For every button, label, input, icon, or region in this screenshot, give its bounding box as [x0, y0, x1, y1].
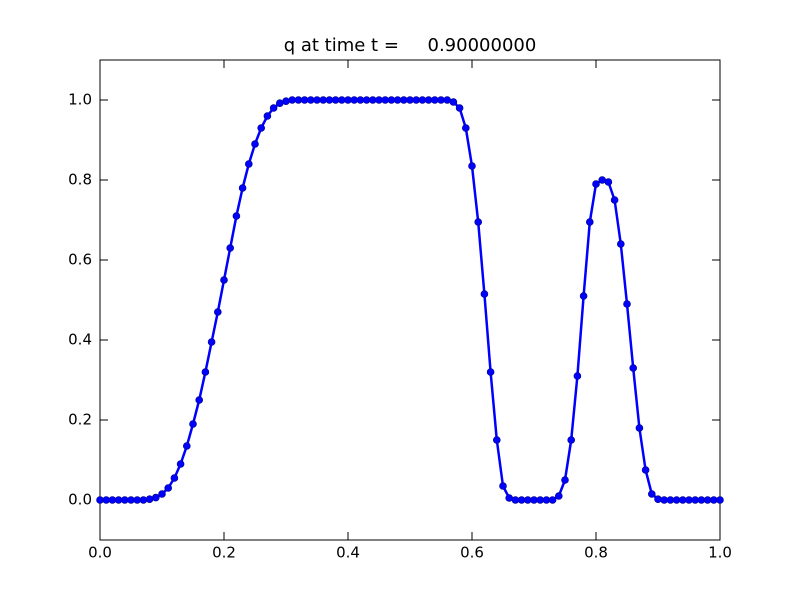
x-tick-label: 1.0: [708, 544, 732, 562]
data-point: [263, 112, 272, 120]
data-point: [282, 97, 290, 105]
data-point: [592, 180, 600, 188]
data-point: [232, 212, 241, 220]
data-point: [585, 218, 594, 226]
plot-frame: [99, 59, 721, 541]
data-point: [145, 495, 154, 504]
data-point: [152, 493, 160, 502]
data-point: [164, 484, 172, 492]
y-tick-label: 1.0: [68, 91, 92, 109]
data-point: [573, 372, 582, 380]
data-point: [257, 124, 266, 132]
data-point: [623, 300, 631, 308]
data-point: [195, 396, 203, 404]
data-point: [616, 240, 625, 248]
data-point: [492, 436, 501, 444]
x-tick-label: 0.2: [212, 544, 236, 562]
data-point: [567, 436, 576, 444]
data-point: [474, 218, 483, 226]
x-tick-label: 0.8: [584, 544, 608, 562]
data-point: [604, 178, 613, 186]
data-point: [486, 368, 495, 376]
data-point: [189, 420, 197, 428]
x-tick-label: 0.6: [460, 544, 484, 562]
data-point: [548, 496, 557, 504]
y-tick-label: 0.6: [68, 251, 92, 269]
data-point: [251, 140, 259, 148]
data-point: [635, 424, 644, 432]
data-point: [207, 338, 216, 346]
data-point: [170, 474, 179, 482]
data-point: [226, 244, 234, 252]
data-point: [245, 160, 253, 168]
data-point: [561, 476, 569, 484]
data-point: [158, 490, 166, 498]
data-point: [220, 276, 228, 284]
data-point: [554, 492, 563, 500]
data-point: [449, 98, 458, 106]
data-point: [455, 104, 464, 112]
data-point: [579, 292, 588, 300]
y-tick-label: 0.4: [68, 331, 92, 349]
data-point: [654, 495, 662, 504]
data-point: [176, 460, 185, 468]
data-point: [480, 290, 489, 298]
data-point: [461, 124, 470, 132]
y-tick-label: 0.0: [68, 491, 92, 509]
data-point: [647, 490, 656, 498]
y-tick-label: 0.8: [68, 171, 92, 189]
data-point: [629, 364, 638, 372]
chart-title: q at time t = 0.90000000: [284, 35, 537, 56]
data-point: [139, 496, 148, 504]
x-tick-label: 0.4: [336, 544, 360, 562]
data-point: [183, 442, 191, 450]
data-point: [201, 368, 210, 376]
data-point: [269, 104, 278, 112]
data-point: [238, 184, 247, 192]
y-tick-label: 0.2: [68, 411, 92, 429]
data-point: [499, 482, 507, 490]
data-point: [468, 162, 476, 170]
x-tick-label: 0.0: [88, 544, 112, 562]
data-point: [214, 308, 222, 316]
data-point: [716, 496, 724, 504]
data-point: [610, 196, 619, 204]
data-point: [641, 466, 650, 474]
